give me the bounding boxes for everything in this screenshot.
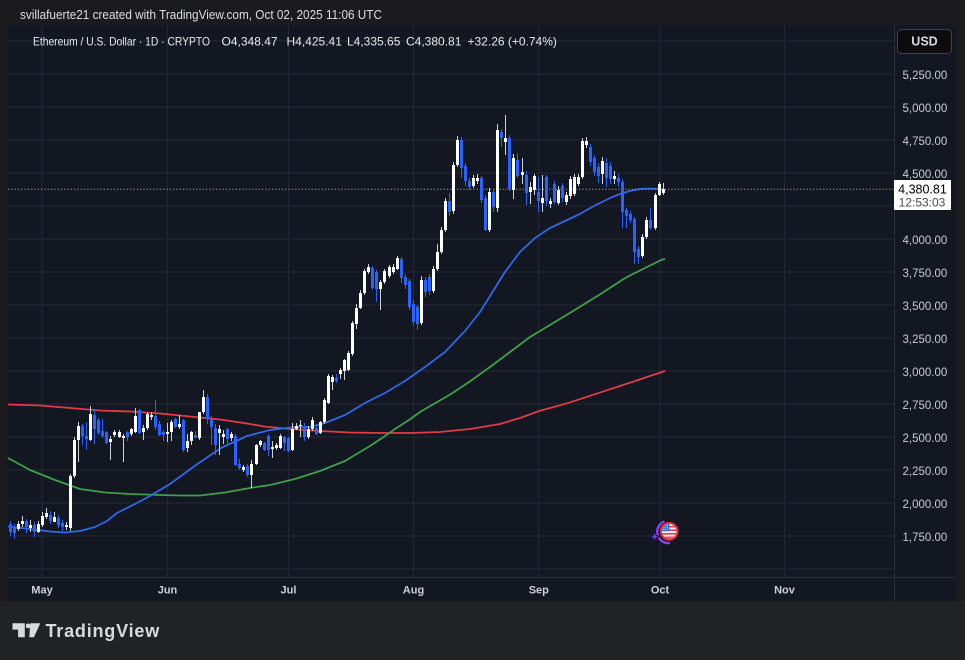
- svg-text:May: May: [31, 585, 53, 597]
- svg-text:Jun: Jun: [158, 585, 178, 597]
- svg-text:USD: USD: [911, 35, 937, 49]
- svg-text:C4,380.81: C4,380.81: [406, 35, 462, 49]
- svg-text:2,750.00: 2,750.00: [903, 400, 948, 412]
- svg-text:3,500.00: 3,500.00: [903, 301, 948, 313]
- svg-text:2,250.00: 2,250.00: [903, 466, 948, 478]
- svg-text:2,500.00: 2,500.00: [903, 433, 948, 445]
- svg-text:Oct: Oct: [651, 585, 670, 597]
- svg-text:3,000.00: 3,000.00: [903, 367, 948, 379]
- svg-text:4,000.00: 4,000.00: [903, 235, 948, 247]
- svg-text:5,250.00: 5,250.00: [903, 70, 948, 82]
- svg-text:Jul: Jul: [281, 585, 297, 597]
- svg-text:Ethereum / U.S. Dollar · 1D ·: Ethereum / U.S. Dollar · 1D · CRYPTO: [33, 35, 210, 49]
- svg-text:TradingView: TradingView: [46, 621, 161, 641]
- svg-text:4,380.81: 4,380.81: [898, 182, 947, 196]
- svg-text:3,250.00: 3,250.00: [903, 334, 948, 346]
- svg-text:4,500.00: 4,500.00: [903, 169, 948, 181]
- svg-text:2,000.00: 2,000.00: [903, 499, 948, 511]
- svg-text:1,750.00: 1,750.00: [903, 532, 948, 544]
- svg-text:5,000.00: 5,000.00: [903, 103, 948, 115]
- svg-text:L4,335.65: L4,335.65: [347, 35, 401, 49]
- svg-text:3,750.00: 3,750.00: [903, 268, 948, 280]
- svg-text:+32.26 (+0.74%): +32.26 (+0.74%): [468, 35, 557, 49]
- svg-text:H4,425.41: H4,425.41: [287, 35, 343, 49]
- svg-text:Sep: Sep: [529, 585, 549, 597]
- svg-text:12:53:03: 12:53:03: [899, 196, 946, 210]
- svg-text:4,750.00: 4,750.00: [903, 136, 948, 148]
- svg-text:O4,348.47: O4,348.47: [222, 35, 278, 49]
- svg-text:svillafuerte21 created with Tr: svillafuerte21 created with TradingView.…: [20, 8, 382, 22]
- svg-text:Nov: Nov: [774, 585, 796, 597]
- svg-text:Aug: Aug: [403, 585, 424, 597]
